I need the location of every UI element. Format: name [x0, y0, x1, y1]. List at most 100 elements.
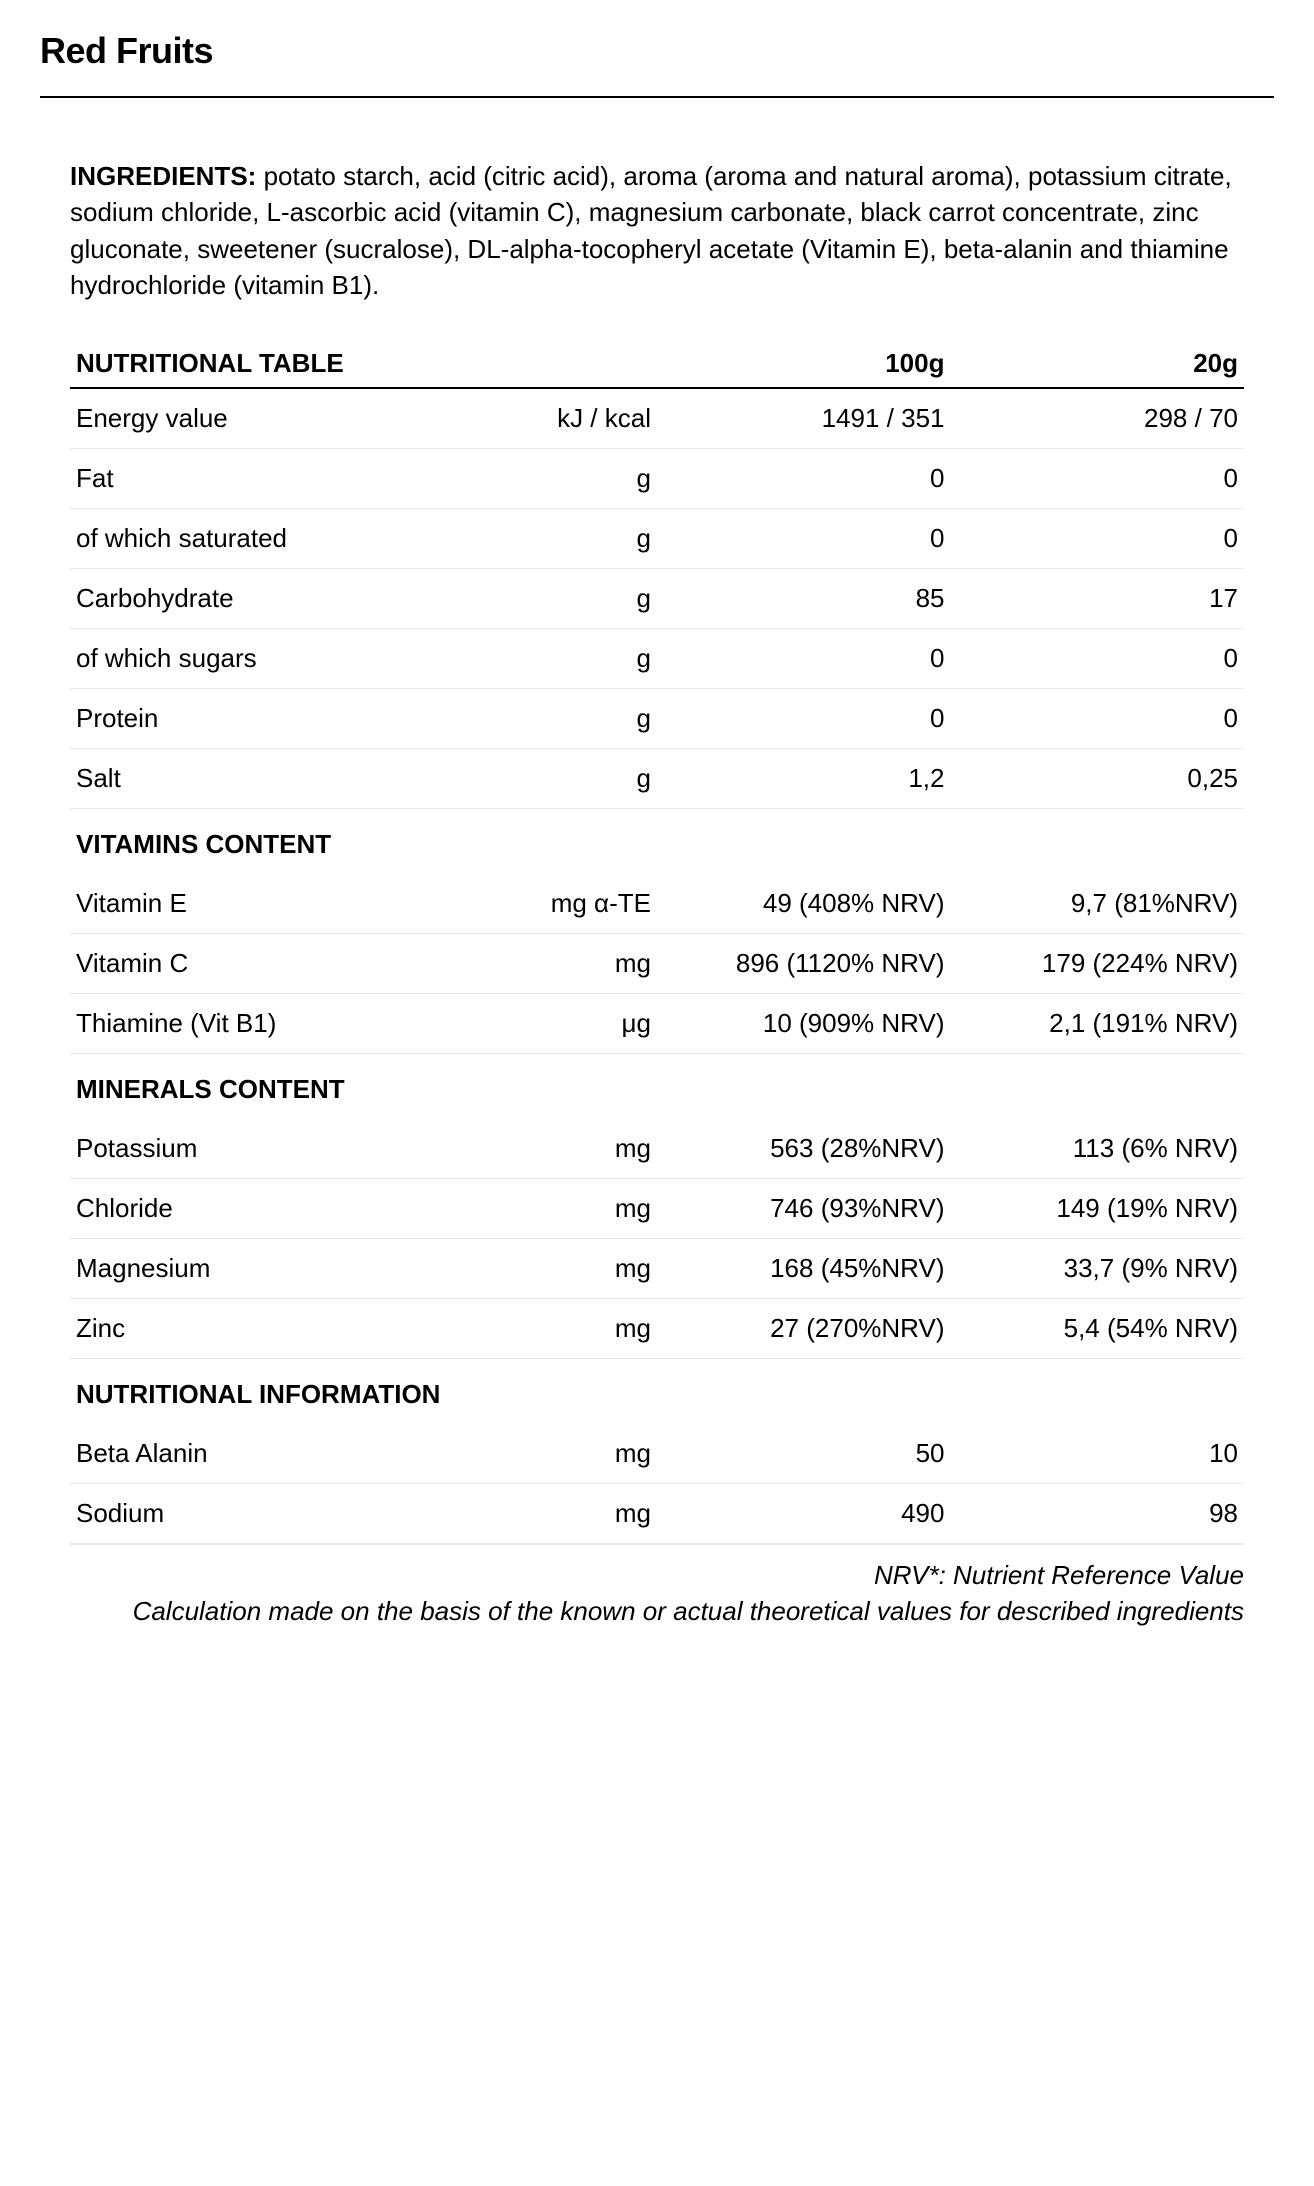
nutrient-unit: mg	[516, 933, 657, 993]
nutrient-value-20g: 113 (6% NRV)	[950, 1119, 1244, 1179]
nutrient-unit: μg	[516, 993, 657, 1053]
table-row: Chloridemg746 (93%NRV)149 (19% NRV)	[70, 1178, 1244, 1238]
footnote: NRV*: Nutrient Reference Value Calculati…	[70, 1544, 1244, 1630]
nutrient-unit: g	[516, 628, 657, 688]
nutrient-unit: kJ / kcal	[516, 388, 657, 449]
footnote-line-2: Calculation made on the basis of the kno…	[70, 1593, 1244, 1629]
table-row: Energy valuekJ / kcal1491 / 351298 / 70	[70, 388, 1244, 449]
nutrient-value-20g: 0,25	[950, 748, 1244, 808]
nutrient-value-100g: 27 (270%NRV)	[657, 1298, 951, 1358]
table-row: Beta Alaninmg5010	[70, 1424, 1244, 1484]
nutrient-value-20g: 9,7 (81%NRV)	[950, 874, 1244, 934]
table-row: Potassiummg563 (28%NRV)113 (6% NRV)	[70, 1119, 1244, 1179]
nutrient-value-100g: 0	[657, 628, 951, 688]
page-title: Red Fruits	[40, 30, 1274, 72]
col-header-20g: 20g	[950, 340, 1244, 388]
nutrient-value-20g: 98	[950, 1483, 1244, 1543]
nutrient-value-20g: 298 / 70	[950, 388, 1244, 449]
table-row: Fatg00	[70, 448, 1244, 508]
nutrient-value-100g: 0	[657, 448, 951, 508]
nutrient-value-100g: 896 (1120% NRV)	[657, 933, 951, 993]
nutrient-name: Zinc	[70, 1298, 516, 1358]
col-header-name: NUTRITIONAL TABLE	[70, 340, 516, 388]
nutrient-value-100g: 0	[657, 508, 951, 568]
nutrient-value-100g: 563 (28%NRV)	[657, 1119, 951, 1179]
nutrition-table: NUTRITIONAL TABLE 100g 20g Energy valuek…	[70, 340, 1244, 1544]
title-rule	[40, 96, 1274, 98]
section-header: VITAMINS CONTENT	[70, 808, 1244, 874]
nutrient-name: Protein	[70, 688, 516, 748]
table-body: Energy valuekJ / kcal1491 / 351298 / 70F…	[70, 388, 1244, 1544]
table-row: Thiamine (Vit B1)μg10 (909% NRV)2,1 (191…	[70, 993, 1244, 1053]
nutrient-unit: mg	[516, 1119, 657, 1179]
nutrient-unit: mg	[516, 1483, 657, 1543]
table-row: Sodiummg49098	[70, 1483, 1244, 1543]
nutrient-name: Chloride	[70, 1178, 516, 1238]
section-header-row: VITAMINS CONTENT	[70, 808, 1244, 874]
nutrient-value-100g: 85	[657, 568, 951, 628]
nutrient-value-20g: 0	[950, 508, 1244, 568]
nutrient-name: of which saturated	[70, 508, 516, 568]
table-row: of which sugarsg00	[70, 628, 1244, 688]
nutrient-value-100g: 490	[657, 1483, 951, 1543]
nutrient-value-20g: 33,7 (9% NRV)	[950, 1238, 1244, 1298]
section-header: MINERALS CONTENT	[70, 1053, 1244, 1119]
nutrient-name: Energy value	[70, 388, 516, 449]
table-row: Saltg1,20,25	[70, 748, 1244, 808]
nutrient-value-100g: 746 (93%NRV)	[657, 1178, 951, 1238]
nutrient-name: Vitamin E	[70, 874, 516, 934]
table-row: Magnesiummg168 (45%NRV)33,7 (9% NRV)	[70, 1238, 1244, 1298]
ingredients-block: INGREDIENTS: potato starch, acid (citric…	[70, 158, 1244, 304]
nutrient-unit: g	[516, 688, 657, 748]
table-row: Zincmg27 (270%NRV)5,4 (54% NRV)	[70, 1298, 1244, 1358]
section-header-row: MINERALS CONTENT	[70, 1053, 1244, 1119]
nutrient-unit: g	[516, 448, 657, 508]
nutrient-unit: mg α-TE	[516, 874, 657, 934]
nutrient-name: Vitamin C	[70, 933, 516, 993]
nutrient-unit: g	[516, 748, 657, 808]
content-area: INGREDIENTS: potato starch, acid (citric…	[40, 158, 1274, 1629]
nutrient-value-100g: 49 (408% NRV)	[657, 874, 951, 934]
nutrient-name: Sodium	[70, 1483, 516, 1543]
nutrient-value-100g: 50	[657, 1424, 951, 1484]
nutrient-value-20g: 0	[950, 448, 1244, 508]
table-row: Proteing00	[70, 688, 1244, 748]
nutrient-value-20g: 2,1 (191% NRV)	[950, 993, 1244, 1053]
nutrient-value-20g: 149 (19% NRV)	[950, 1178, 1244, 1238]
nutrient-name: of which sugars	[70, 628, 516, 688]
nutrient-name: Thiamine (Vit B1)	[70, 993, 516, 1053]
nutrient-value-20g: 0	[950, 628, 1244, 688]
nutrient-value-20g: 179 (224% NRV)	[950, 933, 1244, 993]
ingredients-label: INGREDIENTS:	[70, 161, 256, 191]
nutrient-unit: mg	[516, 1238, 657, 1298]
nutrient-unit: mg	[516, 1298, 657, 1358]
nutrient-value-20g: 5,4 (54% NRV)	[950, 1298, 1244, 1358]
nutrient-value-100g: 10 (909% NRV)	[657, 993, 951, 1053]
page: Red Fruits INGREDIENTS: potato starch, a…	[0, 0, 1314, 1689]
table-row: Carbohydrateg8517	[70, 568, 1244, 628]
nutrient-name: Salt	[70, 748, 516, 808]
nutrient-value-20g: 17	[950, 568, 1244, 628]
nutrient-unit: mg	[516, 1424, 657, 1484]
nutrient-value-20g: 10	[950, 1424, 1244, 1484]
nutrient-name: Potassium	[70, 1119, 516, 1179]
nutrient-name: Fat	[70, 448, 516, 508]
table-row: Vitamin Cmg896 (1120% NRV)179 (224% NRV)	[70, 933, 1244, 993]
section-header-row: NUTRITIONAL INFORMATION	[70, 1358, 1244, 1424]
nutrient-unit: g	[516, 568, 657, 628]
table-row: Vitamin Emg α-TE49 (408% NRV)9,7 (81%NRV…	[70, 874, 1244, 934]
nutrient-unit: mg	[516, 1178, 657, 1238]
nutrient-name: Beta Alanin	[70, 1424, 516, 1484]
col-header-100g: 100g	[657, 340, 951, 388]
nutrient-name: Magnesium	[70, 1238, 516, 1298]
nutrient-value-100g: 168 (45%NRV)	[657, 1238, 951, 1298]
table-row: of which saturatedg00	[70, 508, 1244, 568]
nutrient-unit: g	[516, 508, 657, 568]
nutrient-value-100g: 0	[657, 688, 951, 748]
nutrient-value-20g: 0	[950, 688, 1244, 748]
nutrient-name: Carbohydrate	[70, 568, 516, 628]
section-header: NUTRITIONAL INFORMATION	[70, 1358, 1244, 1424]
footnote-line-1: NRV*: Nutrient Reference Value	[70, 1557, 1244, 1593]
nutrient-value-100g: 1491 / 351	[657, 388, 951, 449]
nutrient-value-100g: 1,2	[657, 748, 951, 808]
